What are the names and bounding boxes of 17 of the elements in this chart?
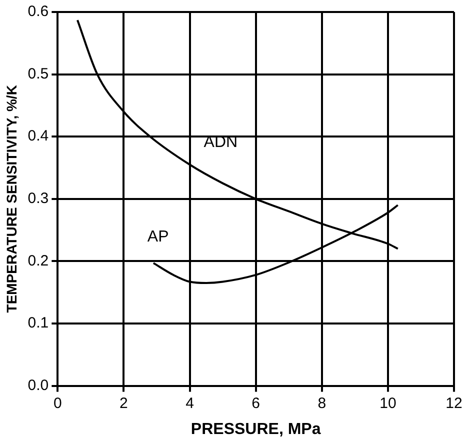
y-tick-label: 0.1 — [28, 314, 49, 332]
y-tick-label: 0.3 — [28, 190, 49, 208]
x-axis-title: PRESSURE, MPa — [190, 420, 321, 438]
x-tick-label: 0 — [53, 394, 62, 412]
y-tick-label: 0.6 — [28, 3, 49, 20]
series-label: AP — [147, 228, 169, 246]
x-tick-label: 12 — [446, 394, 462, 412]
y-tick-label: 0.5 — [28, 65, 49, 82]
x-tick-label: 8 — [318, 394, 326, 412]
y-tick-label: 0.4 — [28, 128, 49, 145]
y-tick-label: 0.0 — [28, 376, 49, 394]
y-tick-label: 0.2 — [28, 252, 49, 270]
x-tick-label: 6 — [252, 394, 260, 412]
x-tick-label: 10 — [380, 394, 396, 412]
x-tick-label: 2 — [120, 394, 128, 412]
x-tick-label: 4 — [186, 394, 194, 412]
y-axis-title: TEMPERATURE SENSITIVITY, %/K — [3, 85, 20, 313]
